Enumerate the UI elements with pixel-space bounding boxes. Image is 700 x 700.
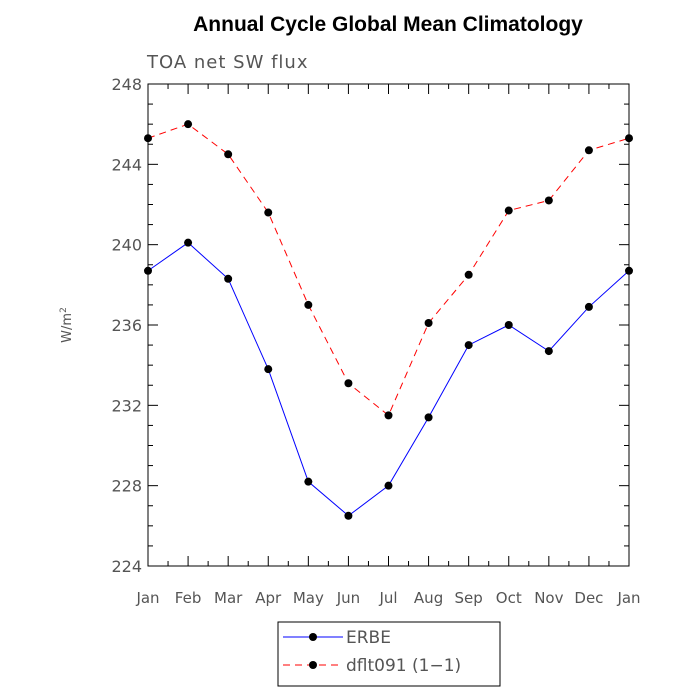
series-1-point (344, 379, 353, 388)
x-tick-label: Nov (534, 589, 563, 607)
series-0-point (184, 238, 193, 247)
axis-ticks (147, 83, 630, 567)
series-1-point (504, 206, 513, 215)
series-0-point (264, 365, 273, 374)
x-tick-label: Sep (455, 589, 483, 607)
series-1-point (304, 300, 313, 309)
legend-marker-dflt091 (309, 661, 317, 669)
y-tick-label: 240 (111, 236, 142, 255)
y-axis-tick-labels: 224 228 232 236 240 244 248 (111, 75, 142, 576)
series-0-point (504, 321, 513, 329)
series-0-point (344, 511, 353, 520)
series-layer (144, 120, 633, 520)
x-axis-tick-labels: Jan Feb Mar Apr May Jun Jul Aug Sep Oct Nov Dec Jan (135, 589, 640, 607)
x-tick-label: Oct (496, 589, 522, 607)
y-tick-label: 248 (111, 75, 142, 94)
chart-subtitle: TOA net SW flux (146, 52, 309, 73)
series-0-point (304, 477, 313, 486)
legend: ERBE dflt091 (1−1) (277, 621, 501, 687)
legend-marker-erbe (309, 633, 317, 641)
x-tick-label: May (293, 589, 324, 607)
series-0-point (224, 274, 233, 283)
series-0-point (625, 266, 633, 275)
series-0-point (424, 413, 433, 422)
x-tick-label: Jul (378, 589, 397, 607)
series-1-point (464, 270, 473, 279)
y-axis-label-superscript: 2 (59, 307, 69, 313)
series-line-0 (147, 242, 630, 517)
legend-label-erbe: ERBE (346, 628, 391, 648)
x-tick-label: Aug (414, 589, 443, 607)
x-tick-label: Jan (616, 589, 640, 607)
series-0-point (584, 302, 593, 311)
plot-border (147, 83, 630, 567)
y-tick-label: 224 (111, 557, 142, 576)
series-0-point (384, 481, 393, 490)
y-tick-label: 228 (111, 477, 142, 496)
x-tick-label: Dec (574, 589, 603, 607)
series-0-point (544, 347, 553, 356)
series-1-point (224, 150, 233, 159)
series-1-point (424, 318, 433, 327)
series-0-point (464, 341, 473, 350)
chart-title: Annual Cycle Global Mean Climatology (193, 13, 583, 36)
series-0-point (144, 266, 152, 275)
series-1-point (264, 208, 273, 217)
series-1-point (184, 120, 193, 129)
legend-box (277, 621, 501, 687)
y-axis-label: W/m2 (59, 307, 75, 343)
series-1-point (384, 411, 393, 420)
y-tick-label: 244 (111, 155, 142, 174)
y-tick-label: 232 (111, 396, 142, 415)
plot-area (147, 83, 630, 567)
x-tick-label: Jan (135, 589, 159, 607)
legend-label-dflt091: dflt091 (1−1) (346, 656, 461, 676)
x-tick-label: Mar (214, 589, 243, 607)
series-1-point (544, 196, 553, 205)
series-line-1 (147, 123, 630, 417)
series-1-point (625, 134, 633, 143)
x-tick-label: Apr (255, 589, 282, 607)
x-tick-label: Feb (175, 589, 202, 607)
x-tick-label: Jun (336, 589, 360, 607)
y-tick-label: 236 (111, 316, 142, 335)
series-1-point (584, 146, 593, 155)
series-1-point (144, 134, 152, 143)
y-axis-label-text: W/m (60, 313, 75, 343)
